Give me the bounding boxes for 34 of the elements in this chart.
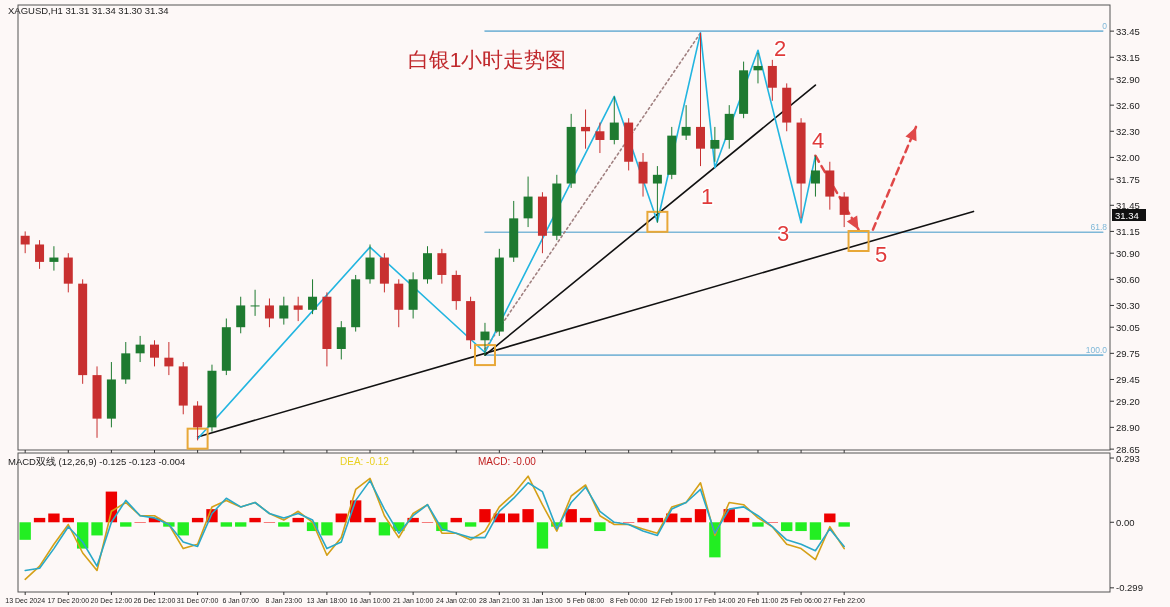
y-tick-label: 28.90 [1116, 421, 1140, 433]
y-tick-label: 30.90 [1116, 247, 1140, 259]
y-tick-label: 32.90 [1116, 73, 1140, 85]
annotation: 4 [811, 128, 825, 153]
y-tick-label: 30.60 [1116, 273, 1140, 285]
y-tick-label: 28.65 [1116, 443, 1140, 455]
y-tick-label: -0.299 [1116, 582, 1143, 594]
annotation: MACD: -0.00 [478, 456, 537, 467]
series-label: 0 [1102, 21, 1108, 32]
series-label: 100.0 [1085, 345, 1108, 356]
y-tick-label: 31.75 [1116, 173, 1140, 185]
annotation: MACD双线 (12,26,9) -0.125 -0.123 -0.004 [8, 456, 186, 467]
y-tick-label: 33.15 [1116, 51, 1140, 63]
y-tick-label: 32.60 [1116, 99, 1140, 111]
series-label: 61.8 [1090, 222, 1108, 233]
y-tick-label: 30.05 [1116, 321, 1140, 333]
y-tick-label: 31.15 [1116, 225, 1140, 237]
annotation: 1 [700, 184, 714, 209]
y-tick-label: 29.20 [1116, 395, 1140, 407]
annotation: DEA: -0.12 [340, 456, 390, 467]
y-tick-label: 31.45 [1116, 199, 1140, 211]
text: 31.34 [1115, 209, 1139, 221]
y-tick-label: 29.45 [1116, 373, 1140, 385]
annotation: 2 [773, 36, 787, 61]
y-tick-label: 32.30 [1116, 125, 1140, 137]
y-tick-label: 0.293 [1116, 452, 1140, 464]
y-tick-label: 30.30 [1116, 299, 1140, 311]
text: 白银1小时走势图 [407, 48, 567, 71]
y-tick-label: 0.00 [1116, 516, 1135, 528]
y-tick-label: 33.45 [1116, 25, 1140, 37]
y-tick-label: 32.00 [1116, 151, 1140, 163]
annotation: 5 [874, 242, 888, 267]
annotation: XAGUSD,H1 31.31 31.34 31.30 31.34 [8, 5, 169, 16]
y-tick-label: 29.75 [1116, 347, 1140, 359]
